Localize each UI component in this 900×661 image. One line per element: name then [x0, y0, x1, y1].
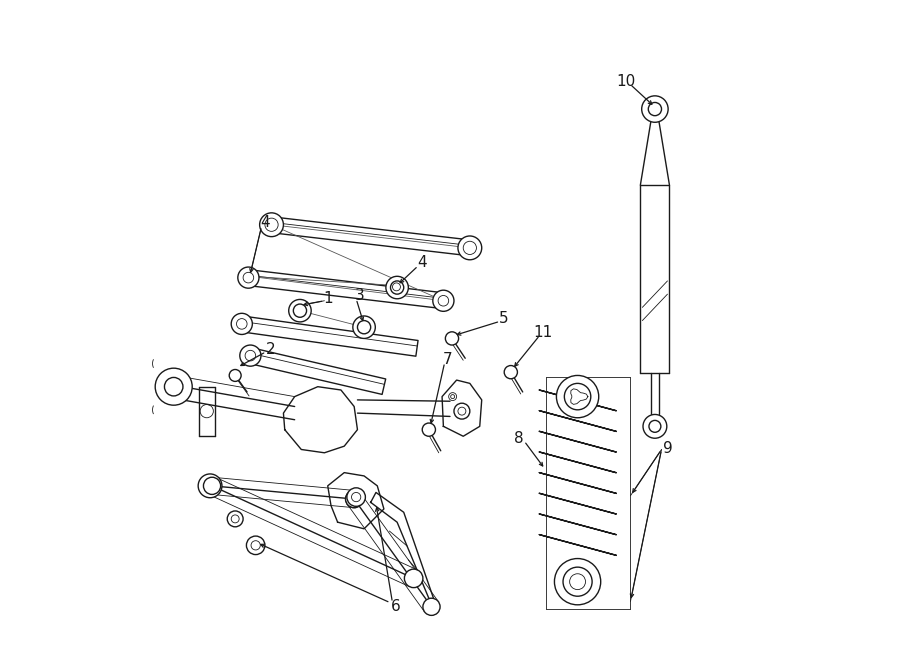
Circle shape — [231, 313, 252, 334]
Circle shape — [458, 236, 482, 260]
Circle shape — [423, 598, 440, 615]
Circle shape — [446, 332, 459, 345]
Circle shape — [230, 369, 241, 381]
Text: 6: 6 — [391, 600, 401, 614]
Text: 4: 4 — [417, 255, 427, 270]
Text: 11: 11 — [534, 325, 553, 340]
Circle shape — [386, 276, 409, 299]
Circle shape — [239, 345, 261, 366]
Circle shape — [198, 474, 222, 498]
Circle shape — [554, 559, 600, 605]
Circle shape — [247, 536, 265, 555]
Circle shape — [238, 267, 259, 288]
Circle shape — [449, 393, 456, 401]
Circle shape — [404, 569, 423, 588]
Circle shape — [454, 403, 470, 419]
Text: 5: 5 — [499, 311, 508, 326]
Circle shape — [202, 477, 221, 495]
Text: 2: 2 — [266, 342, 275, 356]
Circle shape — [346, 490, 363, 508]
Text: 1: 1 — [323, 292, 332, 306]
Circle shape — [155, 368, 193, 405]
Circle shape — [504, 366, 518, 379]
Text: 4: 4 — [260, 215, 270, 230]
Text: 8: 8 — [514, 431, 524, 446]
Circle shape — [433, 290, 454, 311]
Circle shape — [259, 213, 284, 237]
Circle shape — [227, 511, 243, 527]
Circle shape — [643, 414, 667, 438]
Text: 10: 10 — [616, 74, 635, 89]
Circle shape — [642, 96, 668, 122]
Circle shape — [346, 488, 365, 506]
Text: 7: 7 — [443, 352, 453, 367]
Circle shape — [346, 490, 363, 508]
Text: 9: 9 — [663, 441, 673, 455]
Circle shape — [353, 316, 375, 338]
Circle shape — [203, 477, 220, 494]
Circle shape — [422, 423, 436, 436]
Circle shape — [289, 299, 311, 322]
Circle shape — [556, 375, 599, 418]
Text: 3: 3 — [355, 288, 365, 303]
